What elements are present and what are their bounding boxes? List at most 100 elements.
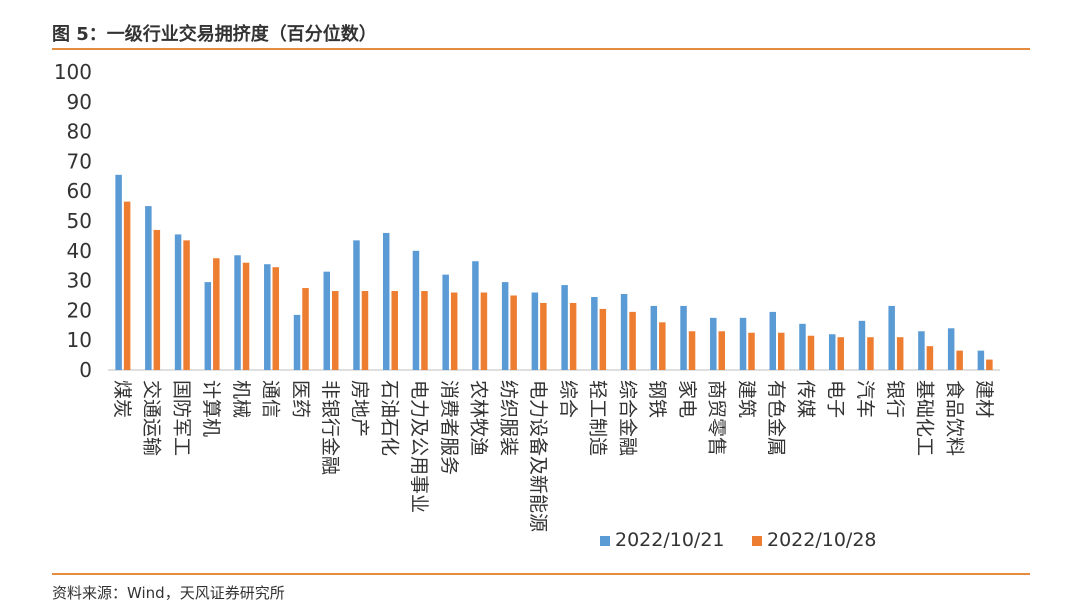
bar-series-2 bbox=[272, 267, 280, 370]
bar-series-1 bbox=[442, 274, 449, 370]
y-tick-label: 0 bbox=[79, 358, 92, 382]
bar-series-2 bbox=[599, 308, 607, 370]
x-category-label: 房地产 bbox=[349, 380, 371, 437]
bar-series-1 bbox=[947, 328, 955, 370]
bar-series-2 bbox=[986, 359, 993, 370]
bar-series-2 bbox=[540, 302, 547, 370]
x-category-label: 国防军工 bbox=[170, 380, 192, 456]
bar-series-1 bbox=[977, 350, 985, 370]
title-divider bbox=[52, 48, 1030, 50]
bar-series-1 bbox=[323, 271, 330, 370]
legend-label-series-1: 2022/10/21 bbox=[615, 529, 725, 551]
legend-swatch-series-1 bbox=[600, 536, 610, 546]
bar-series-1 bbox=[174, 234, 182, 370]
x-category-label: 传媒 bbox=[795, 380, 817, 418]
x-category-label: 有色金属 bbox=[765, 380, 787, 456]
x-category-label: 银行 bbox=[884, 380, 906, 418]
bar-series-1 bbox=[769, 311, 776, 370]
bar-series-1 bbox=[115, 174, 122, 370]
x-category-label: 建筑 bbox=[735, 380, 757, 418]
bar-series-1 bbox=[501, 282, 509, 370]
x-category-label: 消费者服务 bbox=[438, 380, 460, 475]
bar-series-1 bbox=[264, 264, 271, 370]
bar-series-1 bbox=[828, 334, 836, 370]
bar-series-1 bbox=[680, 305, 687, 370]
y-tick-label: 10 bbox=[67, 328, 92, 352]
legend: 2022/10/21 2022/10/28 bbox=[600, 529, 877, 551]
x-category-label: 综合 bbox=[557, 380, 579, 418]
x-category-label: 电力设备及新能源 bbox=[527, 380, 549, 532]
bar-series-2 bbox=[629, 311, 636, 370]
x-category-label: 基础化工 bbox=[914, 380, 936, 456]
x-category-label: 纺织服装 bbox=[497, 380, 519, 456]
x-category-label: 轻工制造 bbox=[587, 380, 609, 456]
bar-series-1 bbox=[353, 240, 360, 370]
bar-series-2 bbox=[242, 262, 250, 370]
bar-series-2 bbox=[778, 332, 785, 370]
bar-group bbox=[115, 174, 993, 370]
bar-series-2 bbox=[332, 291, 339, 370]
bar-series-1 bbox=[234, 255, 241, 370]
bar-series-2 bbox=[153, 229, 161, 370]
bar-series-2 bbox=[688, 331, 696, 370]
y-tick-label: 30 bbox=[67, 269, 92, 293]
y-tick-label: 80 bbox=[67, 120, 92, 144]
bar-series-1 bbox=[412, 250, 420, 370]
x-category-label: 商贸零售 bbox=[706, 380, 728, 456]
bar-series-2 bbox=[421, 291, 428, 370]
bar-series-2 bbox=[213, 258, 220, 370]
x-category-label: 食品饮料 bbox=[943, 380, 965, 456]
bar-series-1 bbox=[799, 323, 806, 370]
x-category-label: 汽车 bbox=[854, 380, 876, 418]
bar-series-2 bbox=[926, 346, 934, 370]
bar-series-2 bbox=[748, 332, 755, 370]
y-tick-label: 60 bbox=[67, 179, 92, 203]
bar-series-2 bbox=[183, 240, 190, 370]
y-tick-label: 90 bbox=[67, 90, 92, 114]
bar-series-2 bbox=[956, 350, 963, 370]
x-category-label: 通信 bbox=[260, 380, 282, 418]
figure-title: 图 5：一级行业交易拥挤度（百分位数） bbox=[52, 24, 377, 45]
bar-series-1 bbox=[918, 331, 925, 370]
bar-series-1 bbox=[561, 285, 568, 370]
x-category-label: 石油石化 bbox=[378, 380, 400, 456]
x-category-label: 计算机 bbox=[200, 380, 222, 437]
bar-series-2 bbox=[302, 288, 309, 370]
x-axis-labels: 煤炭 交通运输 国防军工 计算机 机械 通信 医药 非银行金融 房地产 石油石化 电力及公用事业 消费… bbox=[111, 380, 995, 532]
bar-series-2 bbox=[510, 295, 517, 370]
bar-series-1 bbox=[858, 320, 866, 370]
x-category-label: 综合金融 bbox=[616, 380, 638, 456]
bar-series-1 bbox=[204, 282, 212, 370]
x-category-label: 建材 bbox=[973, 380, 995, 418]
x-category-label: 非银行金融 bbox=[319, 380, 341, 475]
bar-series-2 bbox=[807, 335, 815, 370]
bar-series-1 bbox=[382, 232, 390, 370]
bar-series-1 bbox=[710, 317, 717, 370]
source-divider bbox=[52, 573, 1030, 575]
x-category-label: 机械 bbox=[230, 380, 252, 418]
bar-series-2 bbox=[569, 302, 577, 370]
bar-series-2 bbox=[659, 322, 666, 370]
x-category-label: 家电 bbox=[676, 380, 698, 418]
bar-series-1 bbox=[472, 261, 479, 370]
bar-series-1 bbox=[293, 314, 301, 370]
x-category-label: 电子 bbox=[824, 380, 846, 418]
y-tick-label: 100 bbox=[54, 60, 92, 84]
bar-series-2 bbox=[361, 291, 369, 370]
legend-label-series-2: 2022/10/28 bbox=[767, 529, 877, 551]
x-category-label: 交通运输 bbox=[141, 380, 163, 456]
bar-series-2 bbox=[718, 331, 726, 370]
bar-series-1 bbox=[145, 206, 152, 370]
bar-series-2 bbox=[867, 337, 874, 370]
y-tick-label: 50 bbox=[67, 209, 92, 233]
bar-series-1 bbox=[620, 294, 628, 370]
bar-series-2 bbox=[896, 337, 904, 370]
bar-series-2 bbox=[480, 292, 488, 370]
y-tick-label: 40 bbox=[67, 239, 92, 263]
bar-series-1 bbox=[650, 305, 658, 370]
y-tick-label: 20 bbox=[67, 298, 92, 322]
bar-series-1 bbox=[739, 317, 747, 370]
x-category-label: 电力及公用事业 bbox=[408, 380, 430, 513]
bar-series-2 bbox=[123, 201, 131, 370]
